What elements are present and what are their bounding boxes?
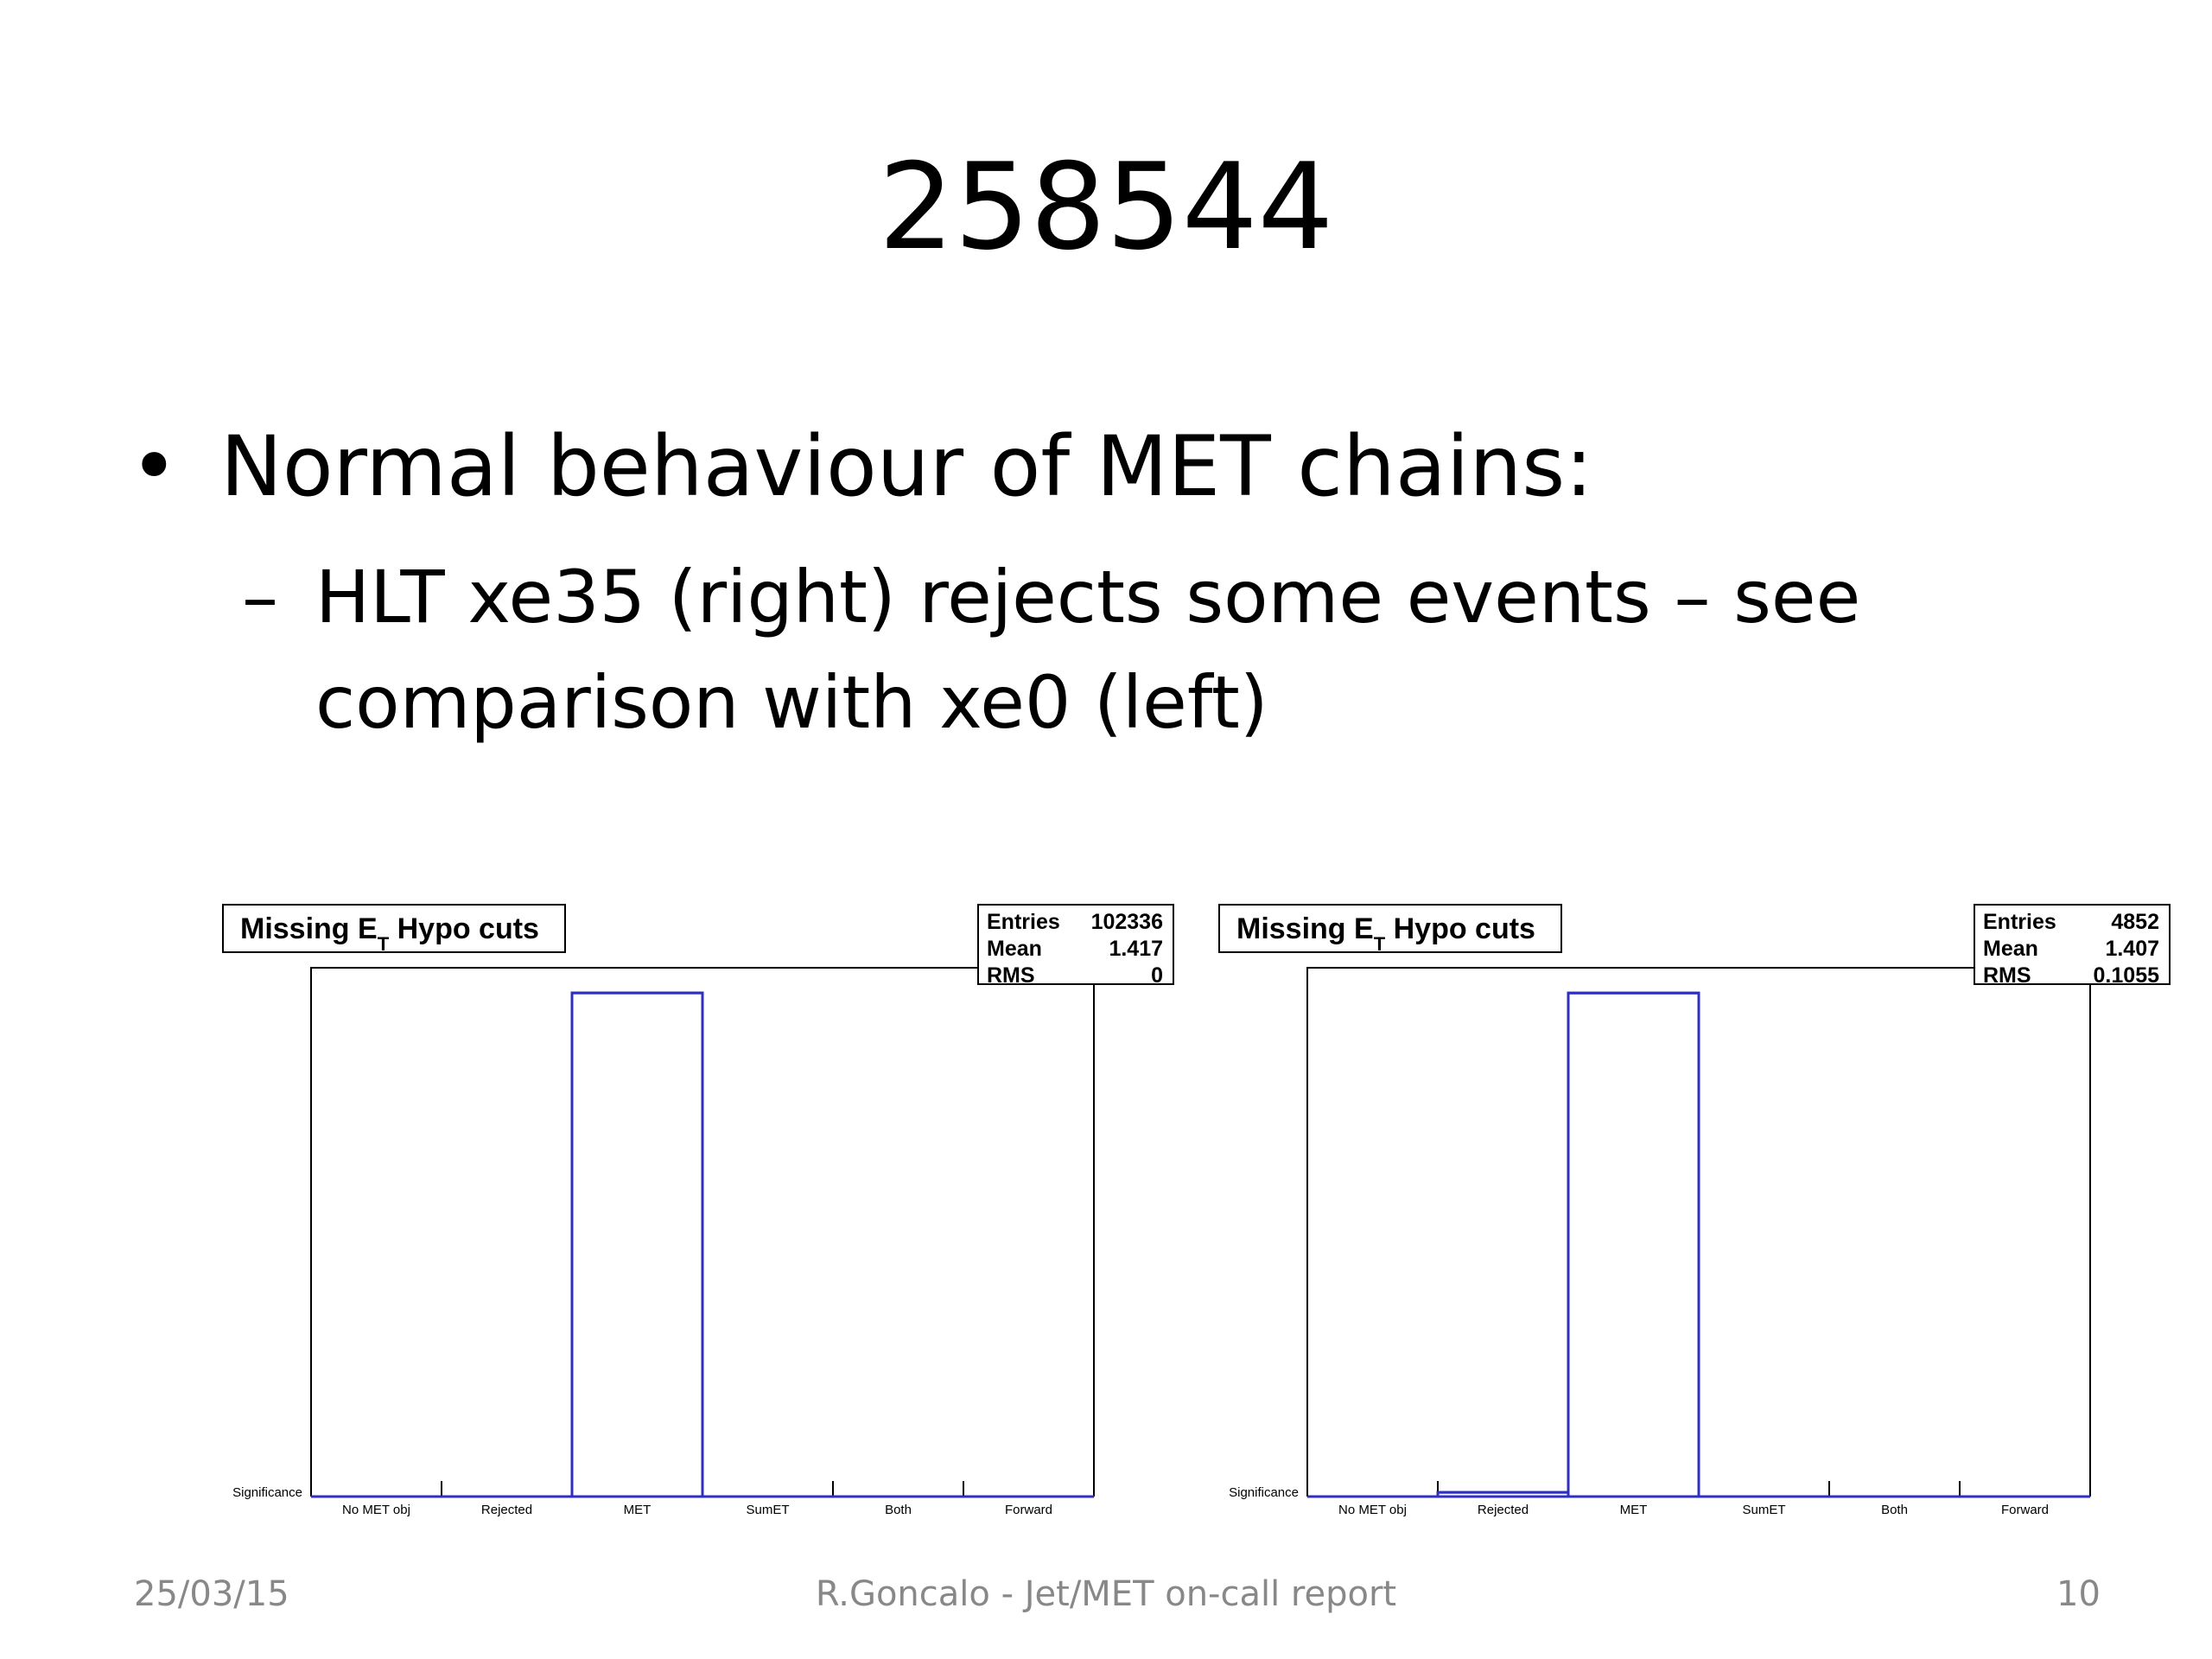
stats-label: RMS <box>1983 963 2031 988</box>
stats-label: Entries <box>987 910 1060 934</box>
x-tick-label: Rejected <box>1478 1503 1529 1517</box>
slide-title: 258544 <box>878 137 1334 276</box>
footer-date: 25/03/15 <box>134 1574 289 1614</box>
x-tick-label: No MET obj <box>342 1503 410 1517</box>
plot-frame <box>310 967 1095 1497</box>
histogram-bar <box>1567 991 1700 1498</box>
bullet-symbol: • <box>130 418 179 515</box>
histogram-title-box <box>1218 904 1562 953</box>
x-tick-label: Forward <box>2001 1503 2049 1517</box>
stats-value: 1.417 <box>1109 937 1163 961</box>
histogram-title: Missing ET Hypo cuts <box>1236 912 1535 955</box>
stats-label: Mean <box>987 937 1042 961</box>
title-main: Missing E <box>240 912 378 945</box>
stats-label: Entries <box>1983 910 2056 934</box>
histogram-title: Missing ET Hypo cuts <box>240 912 539 955</box>
sub-bullet-dash: – <box>242 555 278 639</box>
bullet-text: Normal behaviour of MET chains: <box>220 418 1593 515</box>
footer-page-number: 10 <box>2056 1574 2101 1614</box>
histogram-bar <box>570 991 704 1498</box>
x-tick-label: MET <box>624 1503 652 1517</box>
title-tail: Hypo cuts <box>1385 912 1535 945</box>
stats-value: 4852 <box>2111 910 2159 934</box>
footer-center-text: R.Goncalo - Jet/MET on-call report <box>815 1574 1397 1614</box>
x-tick-label: Rejected <box>481 1503 532 1517</box>
stats-value: 102336 <box>1091 910 1163 934</box>
title-subscript: T <box>378 933 390 955</box>
title-tail: Hypo cuts <box>389 912 539 945</box>
plot-frame <box>1306 967 2091 1497</box>
x-tick-label: Both <box>1881 1503 1908 1517</box>
x-tick-label: SumET <box>1742 1503 1785 1517</box>
x-tick-label: Forward <box>1005 1503 1052 1517</box>
histogram-left: No MET obj Rejected MET SumET Both Forward Sig… <box>222 904 1174 1517</box>
bullet-point: • Normal behaviour of MET chains: <box>130 415 1593 518</box>
x-tick-label: SumET <box>746 1503 789 1517</box>
sub-bullet-text: HLT xe35 (right) rejects some events – s… <box>315 555 1861 745</box>
stats-value: 0 <box>1151 963 1163 988</box>
stats-box <box>977 904 1174 985</box>
x-tick-label: No MET obj <box>1338 1503 1407 1517</box>
title-main: Missing E <box>1236 912 1374 945</box>
y-axis-label: Significance <box>1229 1485 1299 1500</box>
stats-value: 1.407 <box>2105 937 2159 961</box>
histogram-right: No MET obj Rejected MET SumET Both Forward Sig… <box>1218 904 2171 1517</box>
title-subscript: T <box>1374 933 1386 955</box>
x-tick-label: Both <box>885 1503 912 1517</box>
sub-bullet-point: – HLT xe35 (right) rejects some events –… <box>242 544 1957 755</box>
stats-label: Mean <box>1983 937 2038 961</box>
histogram-title-box <box>222 904 566 953</box>
stats-value: 0.1055 <box>2094 963 2160 988</box>
stats-label: RMS <box>987 963 1035 988</box>
y-axis-label: Significance <box>232 1485 302 1500</box>
stats-box <box>1974 904 2171 985</box>
histogram-bar <box>1436 1491 1570 1498</box>
x-tick-label: MET <box>1620 1503 1648 1517</box>
